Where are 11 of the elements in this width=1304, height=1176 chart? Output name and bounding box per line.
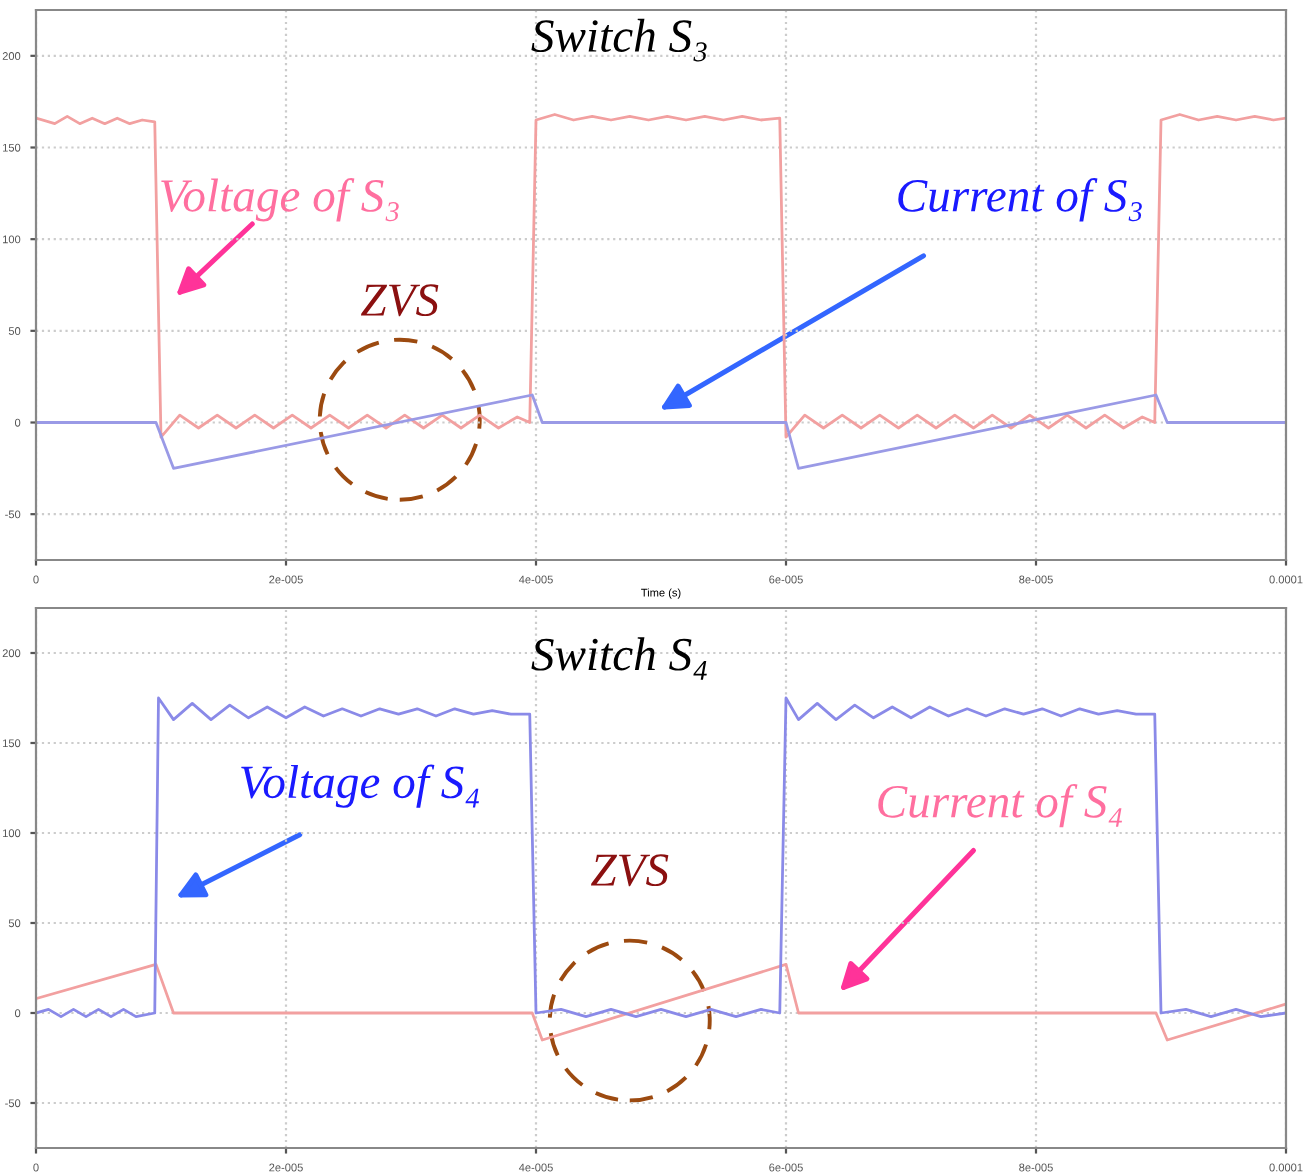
annotation: ZVS [360, 284, 439, 317]
annotation: Voltage of S₃ [161, 178, 399, 222]
annotation: Current of S₄ [878, 783, 1122, 828]
annotation: Voltage of S₄ [241, 764, 479, 808]
line-series [36, 963, 1286, 1042]
annotation: Current of S₃ [898, 178, 1142, 222]
text: Switch S₄ [531, 637, 707, 680]
annotation: ZVS [590, 854, 669, 887]
line-series [36, 696, 1286, 1018]
line-series [36, 113, 1286, 439]
chart-title: Switch S₃ [531, 18, 707, 62]
